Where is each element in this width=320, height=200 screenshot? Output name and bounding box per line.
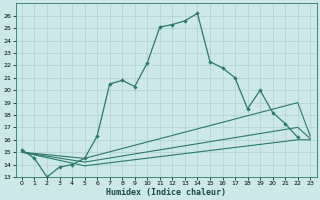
X-axis label: Humidex (Indice chaleur): Humidex (Indice chaleur)	[106, 188, 226, 197]
